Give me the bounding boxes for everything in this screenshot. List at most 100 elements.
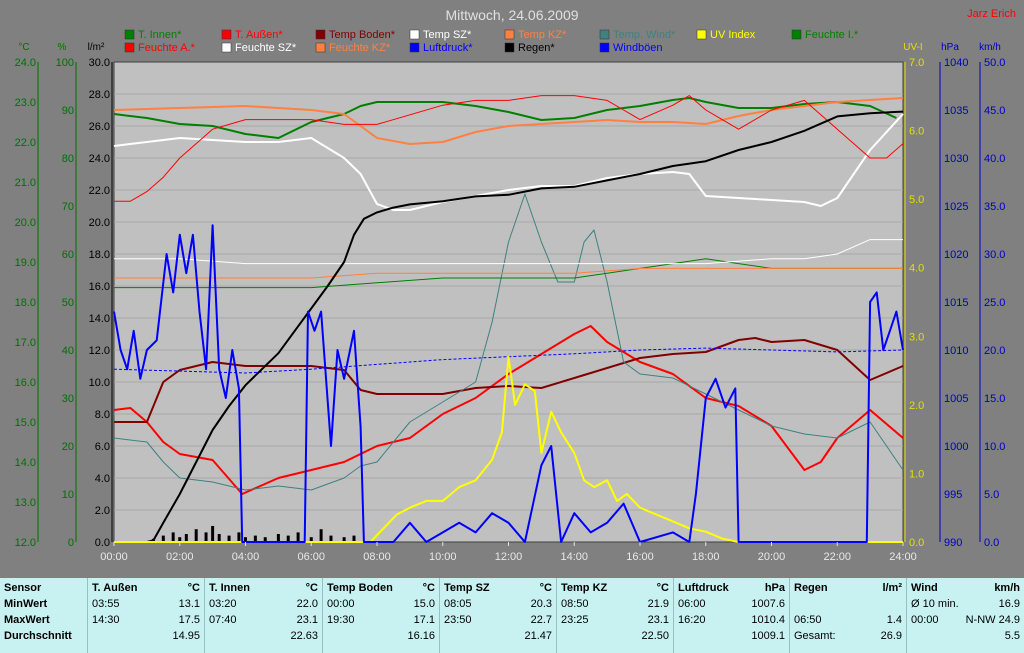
legend-label: Temp Boden*	[329, 29, 396, 41]
legend-label: Feuchte KZ*	[329, 42, 391, 54]
stats-cell-value: 22.7	[530, 614, 552, 626]
stats-cell-value: 1010.4	[751, 614, 785, 626]
axis-tick-label: 100	[56, 57, 74, 69]
stats-unit: °C	[422, 582, 435, 594]
legend-swatch	[315, 29, 326, 40]
stats-cell-value: 16.16	[407, 630, 435, 642]
rain-bar	[244, 537, 247, 542]
stats-title: T. Innen	[209, 582, 250, 594]
stats-row: 16.16	[327, 628, 435, 644]
stats-cell-label: Gesamt:	[794, 630, 836, 642]
stats-cell-value: 22.0	[296, 598, 318, 610]
rain-bar	[227, 535, 231, 542]
legend-label: T. Außen*	[235, 29, 283, 41]
axis-tick-label: 20.0	[984, 345, 1005, 357]
axis-unit-label: %	[58, 42, 67, 53]
rain-bar	[194, 529, 198, 542]
stats-row: 21.47	[444, 628, 552, 644]
stats-cell-label: 06:00	[678, 598, 706, 610]
legend-label: T. Innen*	[138, 29, 182, 41]
axis-tick-label: 0.0	[984, 537, 999, 549]
axis-tick-label: 18.0	[89, 249, 110, 261]
rain-bar	[319, 529, 323, 542]
x-tick-label: 04:00	[232, 551, 260, 563]
stats-cell-label: 07:40	[209, 614, 237, 626]
stats-row: 07:40 23.1	[209, 612, 318, 628]
stats-unit: °C	[656, 582, 669, 594]
stats-row: 16:20 1010.4	[678, 612, 785, 628]
stats-unit: °C	[305, 582, 318, 594]
stats-cell-label: 03:55	[92, 598, 120, 610]
stats-column: Wind km/h Ø 10 min. 16.9 00:00 N-NW 24.9 5.5	[907, 578, 1024, 653]
stats-row: Ø 10 min. 16.9	[911, 596, 1020, 612]
rain-bar	[309, 537, 313, 542]
axis-tick-label: 12.0	[15, 537, 36, 549]
axis-tick-label: 30.0	[984, 249, 1005, 261]
stats-cell-value: 21.9	[647, 598, 669, 610]
legend-label: Temp. Wind*	[613, 29, 676, 41]
axis-tick-label: 4.0	[909, 263, 924, 275]
series-line	[114, 239, 903, 265]
stats-row: 03:20 22.0	[209, 596, 318, 612]
stats-row: 06:00 1007.6	[678, 596, 785, 612]
axis-tick-label: 23.0	[15, 97, 36, 109]
axis-tick-label: 6.0	[909, 126, 924, 138]
axis-tick-label: 1005	[944, 393, 968, 405]
stats-cell-label: Ø 10 min.	[911, 598, 959, 610]
axis-tick-label: 1.0	[909, 468, 924, 480]
axis-tick-label: 21.0	[15, 177, 36, 189]
stats-title: Temp SZ	[444, 582, 490, 594]
axis-tick-label: 4.0	[95, 473, 110, 485]
axis-tick-label: 3.0	[909, 331, 924, 343]
axis-tick-label: 35.0	[984, 201, 1005, 213]
rain-bar	[342, 537, 346, 542]
stats-title: Luftdruck	[678, 582, 729, 594]
axis-tick-label: 13.0	[15, 497, 36, 509]
stats-cell-value: 5.5	[1004, 630, 1020, 642]
axis-tick-label: 10.0	[89, 377, 110, 389]
stats-cell-label: 08:05	[444, 598, 472, 610]
stats-title: Regen	[794, 582, 828, 594]
stats-cell-label: 00:00	[327, 598, 355, 610]
legend-swatch	[599, 29, 610, 40]
chart-credit: Jarz Erich	[967, 8, 1016, 20]
series-line	[113, 97, 904, 145]
legend-swatch	[315, 42, 326, 53]
axis-tick-label: 25.0	[984, 297, 1005, 309]
stats-cell-label: MaxWert	[4, 614, 50, 626]
series-line	[114, 110, 904, 543]
stats-row: 23:25 23.1	[561, 612, 669, 628]
rain-bar	[352, 535, 356, 542]
axis-tick-label: 24.0	[15, 57, 36, 69]
axis-tick-label: 10	[62, 489, 74, 501]
stats-cell-label: 23:50	[444, 614, 472, 626]
stats-row: 03:55 13.1	[92, 596, 200, 612]
legend-swatch	[124, 42, 135, 53]
axis-tick-label: 0.0	[909, 537, 924, 549]
series	[113, 95, 904, 543]
series-line	[113, 193, 904, 491]
legend-swatch	[696, 29, 707, 40]
stats-cell-value: 15.0	[413, 598, 435, 610]
axis-tick-label: 90	[62, 105, 74, 117]
rain-bar	[161, 535, 165, 542]
stats-cell-label: 14:30	[92, 614, 120, 626]
x-tick-label: 24:00	[889, 551, 917, 563]
stats-row: 00:00 N-NW 24.9	[911, 612, 1020, 628]
stats-column: Temp SZ °C 08:05 20.3 23:50 22.7 21.47	[440, 578, 557, 653]
rain-bar	[178, 537, 182, 542]
legend-swatch	[504, 42, 515, 53]
stats-cell-value: 13.1	[178, 598, 200, 610]
axis-tick-label: 14.0	[15, 457, 36, 469]
axis-tick-label: 15.0	[984, 393, 1005, 405]
axis-tick-label: 16.0	[15, 377, 36, 389]
stats-unit: km/h	[994, 582, 1020, 594]
legend-label: Windböen	[613, 42, 663, 54]
axis-tick-label: 8.0	[95, 409, 110, 421]
stats-row: 00:00 15.0	[327, 596, 435, 612]
axis-tick-label: 50	[62, 297, 74, 309]
stats-row: MaxWert	[4, 612, 83, 628]
stats-row: 22.50	[561, 628, 669, 644]
axis-tick-label: 2.0	[95, 505, 110, 517]
axis-unit-label: km/h	[979, 42, 1001, 53]
